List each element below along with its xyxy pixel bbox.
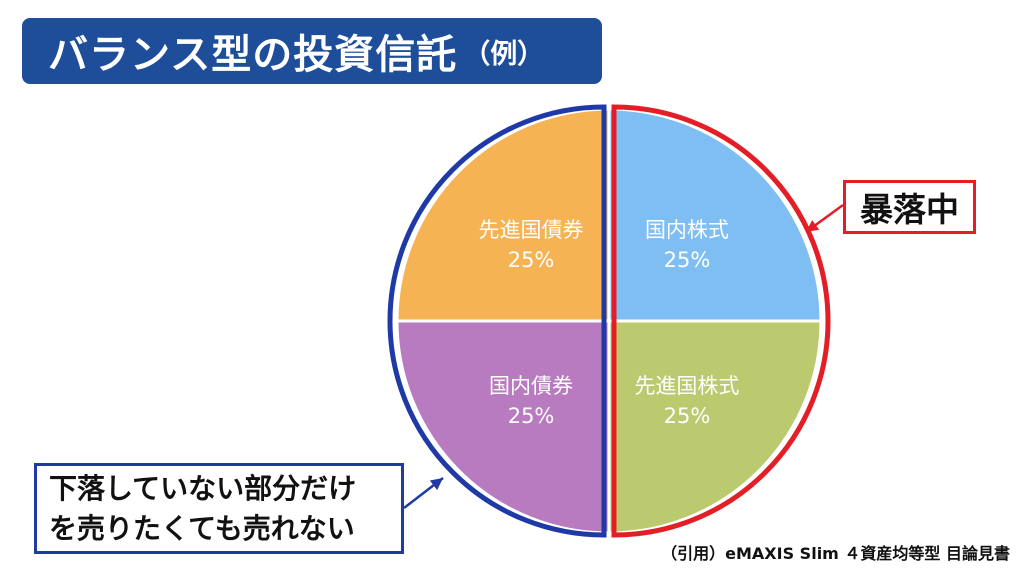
slice-label: 先進国債券 [479,218,584,242]
slice-label: 国内株式 [645,218,729,242]
slice-percent-label: 25% [508,404,555,428]
slice-percent-label: 25% [664,404,711,428]
left-half-outline [387,104,607,538]
unsold-callout: 下落していない部分だけ を売りたくても売れない [34,463,404,554]
pie-slice-3 [395,319,611,535]
right-half-outline [611,104,831,538]
slice-percent-label: 25% [664,248,711,272]
unsold-arrow [403,477,444,509]
slice-label: 先進国株式 [634,374,739,398]
slice-percent-label: 25% [508,248,555,272]
crash-callout: 暴落中 [843,180,976,234]
page-title: バランス型の投資信託 [48,32,458,78]
crash-arrow [805,203,844,234]
pie-slice-2 [607,319,823,535]
source-citation: （引用）eMAXIS Slim ４資産均等型 目論見書 [661,544,1010,563]
pie-slice-1 [607,107,823,323]
page-subtitle: （例） [463,38,545,70]
slice-label: 国内債券 [489,374,573,398]
title-banner: バランス型の投資信託 （例） [22,18,602,84]
pie-slice-4 [395,107,611,323]
